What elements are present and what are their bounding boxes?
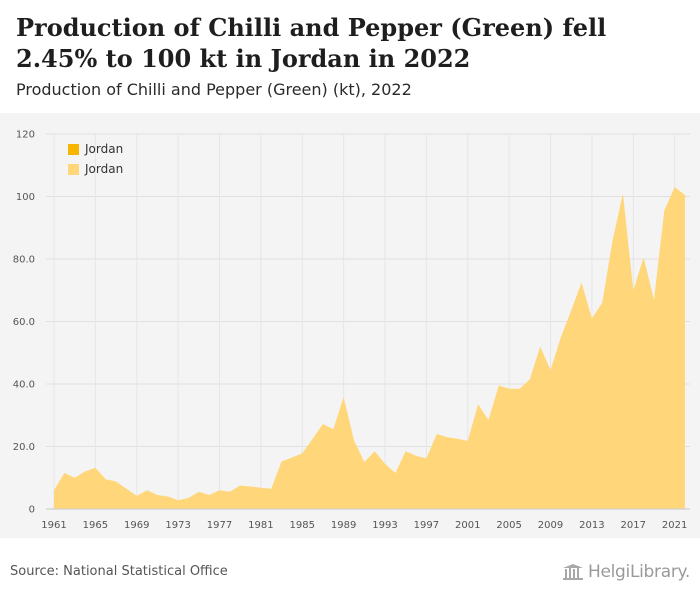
x-tick-label: 1965 xyxy=(83,520,108,531)
chart-subtitle: Production of Chilli and Pepper (Green) … xyxy=(16,80,412,99)
y-tick-label: 40.0 xyxy=(13,380,35,391)
logo-text: HelgiLibrary. xyxy=(587,562,690,582)
legend-label-2: Jordan xyxy=(85,162,124,176)
source-note: Source: National Statistical Office xyxy=(10,564,228,579)
area-layer xyxy=(54,187,685,509)
footer: Source: National Statistical Office Helg… xyxy=(0,538,700,596)
series-area-1[interactable] xyxy=(54,187,685,509)
page-title: Production of Chilli and Pepper (Green) … xyxy=(16,13,607,73)
legend-item-2[interactable]: Jordan xyxy=(68,162,123,176)
x-tick-label: 1989 xyxy=(331,520,356,531)
legend-item-1[interactable]: Jordan xyxy=(68,142,123,156)
y-tick-label: 80.0 xyxy=(13,255,35,266)
y-tick-label: 20.0 xyxy=(13,442,35,453)
x-tick-label: 1981 xyxy=(248,520,273,531)
x-tick-label: 1977 xyxy=(207,520,232,531)
x-tick-label: 2009 xyxy=(538,520,563,531)
chart-svg: 0 20.0 40.0 60.0 80.0 100 120 1961 1965 1969 1973 1… xyxy=(13,130,690,531)
legend-swatch-1 xyxy=(68,143,79,155)
chart-area: 0 20.0 40.0 60.0 80.0 100 120 1961 1965 1969 1973 1… xyxy=(0,113,700,538)
x-tick-label: 1993 xyxy=(372,520,397,531)
y-tick-label: 60.0 xyxy=(13,317,35,328)
x-tick-label: 1969 xyxy=(124,520,149,531)
x-tick-label: 2013 xyxy=(579,520,604,531)
axis-layer: 0 20.0 40.0 60.0 80.0 100 120 1961 1965 1969 1973 1… xyxy=(13,130,690,531)
y-tick-label: 0 xyxy=(29,505,35,516)
y-tick-label: 100 xyxy=(16,192,35,203)
x-tick-label: 1997 xyxy=(414,520,439,531)
x-tick-label: 2021 xyxy=(662,520,687,531)
library-building-icon xyxy=(562,564,583,580)
x-tick-label: 1961 xyxy=(41,520,66,531)
x-tick-label: 2017 xyxy=(621,520,646,531)
x-tick-label: 2005 xyxy=(496,520,521,531)
x-tick-label: 2001 xyxy=(455,520,480,531)
legend-swatch-2 xyxy=(68,163,79,175)
x-tick-label: 1985 xyxy=(290,520,315,531)
legend-label-1: Jordan xyxy=(85,142,124,156)
x-tick-label: 1973 xyxy=(165,520,190,531)
header: Production of Chilli and Pepper (Green) … xyxy=(0,0,700,113)
helgi-library-logo[interactable]: HelgiLibrary. xyxy=(562,560,690,584)
y-tick-label: 120 xyxy=(16,130,35,141)
